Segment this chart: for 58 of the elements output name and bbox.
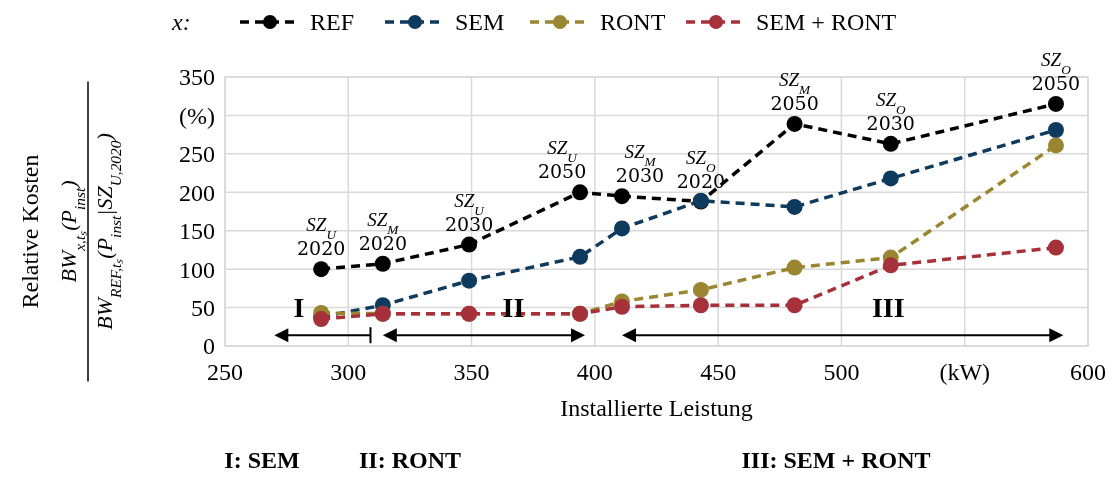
y-tick-label: 50 [191, 294, 215, 321]
annotation: I [293, 292, 305, 324]
point [882, 135, 899, 152]
y-tick-label: 200 [179, 179, 215, 206]
x-tick-label: 300 [330, 359, 367, 385]
annotation: III [871, 292, 905, 324]
point [374, 255, 391, 272]
legend-label: RONT [600, 9, 666, 35]
point [692, 281, 709, 298]
y-tick-label: 350 [179, 64, 215, 91]
point [1047, 122, 1064, 139]
x-tick-label: 600 [1070, 359, 1106, 385]
point [786, 297, 803, 314]
annotation: SZ$_{U}$ 2020 [296, 214, 346, 260]
point [313, 261, 330, 278]
point [786, 259, 803, 276]
point [572, 248, 589, 265]
point [1047, 137, 1064, 154]
point [461, 272, 478, 289]
point [613, 220, 630, 237]
x-tick-label: 350 [453, 359, 490, 385]
legend-label: SEM [455, 9, 505, 35]
annotation: SZ$_{U}$ 2030 [444, 189, 494, 235]
x-tick-label: 400 [576, 359, 613, 385]
x-axis-title: Installierte Leistung [560, 395, 753, 421]
point [786, 198, 803, 215]
point [786, 115, 803, 132]
point [1047, 239, 1064, 256]
point [613, 298, 630, 315]
y-tick-label: 150 [179, 218, 215, 245]
y-tick-label: (%) [179, 102, 215, 129]
x-tick-label: (kW) [939, 359, 991, 385]
annotation: SZ$_{M}$ 2030 [615, 141, 665, 187]
point [572, 184, 589, 201]
x-tick-label: 500 [823, 359, 860, 385]
x-tick-label: 250 [207, 359, 243, 385]
annotation: SZ$_{U}$ 2050 [537, 137, 587, 183]
point [692, 297, 709, 314]
annotation: SZ$_{O}$ 2020 [676, 146, 726, 192]
point [882, 170, 899, 187]
text: II: RONT [358, 447, 462, 473]
annotation: SZ$_{O}$ 2050 [1031, 48, 1081, 94]
point [613, 188, 630, 205]
legend-label: REF [310, 9, 355, 35]
y-tick-label: 250 [179, 141, 215, 168]
x-tick-label: 450 [700, 359, 737, 385]
text: I: SEM [224, 447, 300, 473]
annotation: SZ$_{M}$ 2050 [770, 68, 819, 114]
point [882, 257, 899, 274]
annotation: SZ$_{O}$ 2030 [866, 88, 915, 134]
legend-label: SEM + RONT [756, 9, 897, 35]
y-tick-label: 100 [179, 256, 215, 283]
y-tick-label: 0 [203, 333, 215, 360]
point [1047, 95, 1064, 112]
text: III: SEM + RONT [741, 447, 931, 473]
point [461, 236, 478, 253]
legend-title: x: [171, 9, 191, 35]
annotation: SZ$_{M}$ 2020 [358, 208, 407, 254]
